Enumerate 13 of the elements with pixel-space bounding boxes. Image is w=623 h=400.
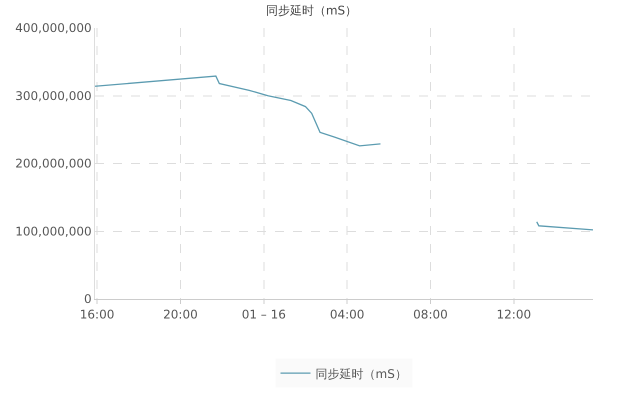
y-tick-label: 400,000,000 — [15, 21, 92, 36]
x-tick-label: 16:00 — [80, 307, 114, 322]
y-tick-label: 0 — [84, 292, 92, 306]
x-tick-label: 01 – 16 — [242, 307, 286, 322]
chart-title: 同步延时（mS） — [266, 3, 358, 18]
x-tick-label: 08:00 — [413, 307, 448, 322]
x-tick-label: 20:00 — [163, 307, 198, 322]
legend-label: 同步延时（mS） — [316, 366, 407, 381]
x-tick-label: 04:00 — [330, 307, 364, 322]
y-tick-label: 300,000,000 — [15, 88, 92, 103]
y-tick-label: 100,000,000 — [15, 224, 92, 238]
x-tick-label: 12:00 — [496, 307, 532, 322]
y-tick-label: 200,000,000 — [15, 156, 92, 171]
